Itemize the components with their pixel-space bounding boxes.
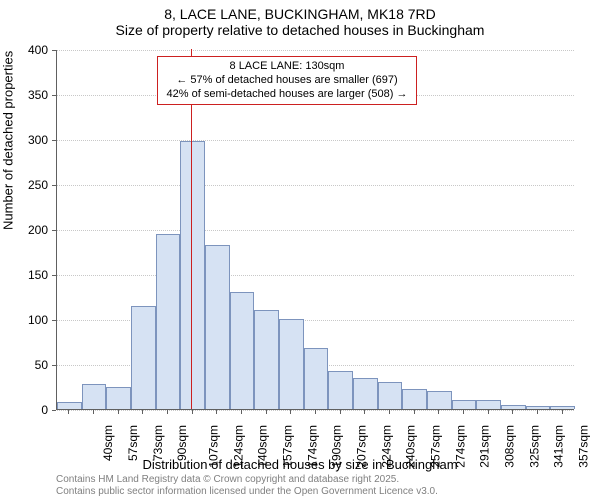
xtick-mark: [93, 410, 94, 414]
xtick-label: 90sqm: [175, 425, 189, 461]
ytick-mark: [52, 50, 56, 51]
histogram-bar: [205, 245, 230, 409]
ytick-label: 150: [8, 268, 48, 282]
xtick-mark: [562, 410, 563, 414]
callout-line2: ← 57% of detached houses are smaller (69…: [164, 74, 410, 88]
xtick-mark: [68, 410, 69, 414]
xtick-mark: [463, 410, 464, 414]
gridline: [57, 185, 574, 186]
plot-area: 8 LACE LANE: 130sqm← 57% of detached hou…: [56, 50, 574, 410]
xtick-label: 57sqm: [126, 425, 140, 461]
ytick-mark: [52, 230, 56, 231]
xtick-mark: [118, 410, 119, 414]
histogram-bar: [254, 310, 279, 409]
xtick-mark: [488, 410, 489, 414]
xtick-mark: [266, 410, 267, 414]
ytick-label: 100: [8, 313, 48, 327]
callout-box: 8 LACE LANE: 130sqm← 57% of detached hou…: [157, 56, 417, 105]
histogram-bar: [353, 378, 378, 410]
gridline: [57, 275, 574, 276]
ytick-label: 350: [8, 88, 48, 102]
histogram-bar: [427, 391, 452, 409]
ytick-label: 50: [8, 358, 48, 372]
xtick-mark: [192, 410, 193, 414]
y-axis-ticks: 050100150200250300350400: [0, 50, 52, 410]
histogram-bar: [180, 141, 205, 409]
histogram-bar: [230, 292, 255, 409]
x-axis-label: Distribution of detached houses by size …: [0, 457, 600, 472]
ytick-label: 400: [8, 43, 48, 57]
xtick-mark: [537, 410, 538, 414]
ytick-mark: [52, 320, 56, 321]
callout-line1: 8 LACE LANE: 130sqm: [164, 60, 410, 74]
xtick-mark: [167, 410, 168, 414]
ytick-label: 0: [8, 403, 48, 417]
xtick-label: 40sqm: [101, 425, 115, 461]
gridline: [57, 140, 574, 141]
xtick-mark: [315, 410, 316, 414]
footer-line2: Contains public sector information licen…: [56, 486, 438, 498]
gridline: [57, 230, 574, 231]
xtick-mark: [241, 410, 242, 414]
footer-line1: Contains HM Land Registry data © Crown c…: [56, 474, 438, 486]
histogram-bar: [82, 384, 107, 409]
ytick-mark: [52, 410, 56, 411]
xtick-mark: [364, 410, 365, 414]
histogram-bar: [402, 389, 427, 409]
histogram-bar: [378, 382, 403, 409]
xtick-mark: [340, 410, 341, 414]
title-subtitle: Size of property relative to detached ho…: [0, 22, 600, 38]
ytick-label: 250: [8, 178, 48, 192]
xtick-label: 73sqm: [151, 425, 165, 461]
title-address: 8, LACE LANE, BUCKINGHAM, MK18 7RD: [0, 6, 600, 22]
histogram-bar: [131, 306, 156, 410]
histogram-bar: [328, 371, 353, 409]
histogram-bar: [526, 406, 551, 409]
chart-title: 8, LACE LANE, BUCKINGHAM, MK18 7RD Size …: [0, 6, 600, 38]
xtick-mark: [290, 410, 291, 414]
chart-footer: Contains HM Land Registry data © Crown c…: [56, 474, 438, 498]
histogram-bar: [279, 319, 304, 409]
histogram-bar: [550, 406, 575, 409]
ytick-mark: [52, 140, 56, 141]
histogram-bar: [501, 405, 526, 410]
xtick-mark: [389, 410, 390, 414]
xtick-mark: [512, 410, 513, 414]
gridline: [57, 50, 574, 51]
histogram-bar: [476, 400, 501, 409]
ytick-mark: [52, 95, 56, 96]
property-histogram-chart: 8, LACE LANE, BUCKINGHAM, MK18 7RD Size …: [0, 0, 600, 500]
histogram-bar: [57, 402, 82, 409]
histogram-bar: [106, 387, 131, 410]
xtick-mark: [142, 410, 143, 414]
histogram-bar: [452, 400, 477, 409]
ytick-mark: [52, 365, 56, 366]
xtick-mark: [414, 410, 415, 414]
xtick-mark: [438, 410, 439, 414]
xtick-mark: [216, 410, 217, 414]
callout-line3: 42% of semi-detached houses are larger (…: [164, 88, 410, 102]
ytick-label: 300: [8, 133, 48, 147]
ytick-mark: [52, 275, 56, 276]
histogram-bar: [156, 234, 181, 410]
ytick-label: 200: [8, 223, 48, 237]
histogram-bar: [304, 348, 329, 409]
ytick-mark: [52, 185, 56, 186]
